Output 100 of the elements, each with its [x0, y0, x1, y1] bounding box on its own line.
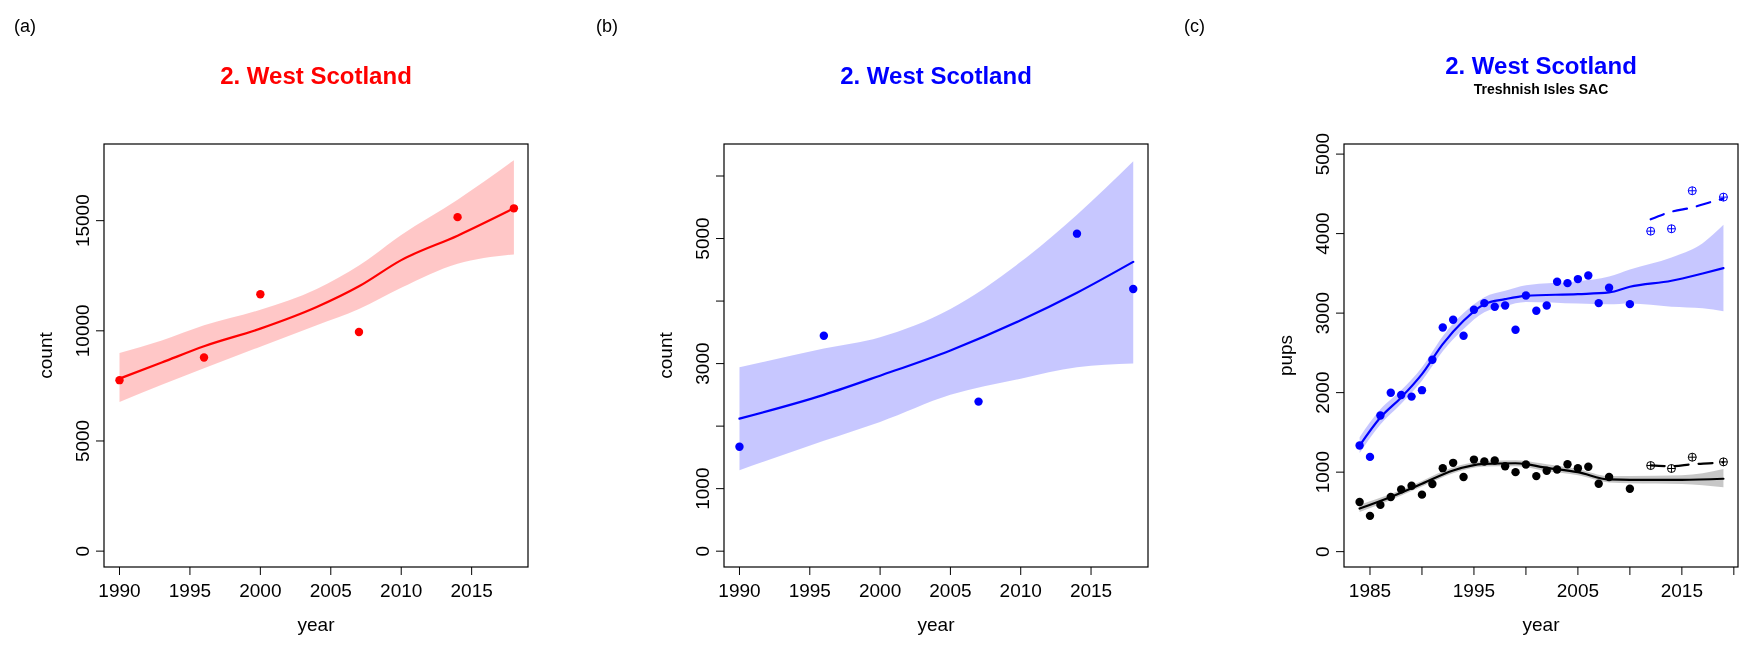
point [1521, 291, 1531, 300]
point [1396, 485, 1406, 494]
point [974, 397, 983, 406]
point [1573, 274, 1583, 284]
line-series [738, 260, 1135, 420]
point [1469, 305, 1479, 314]
point [1552, 277, 1562, 286]
point [1490, 302, 1499, 311]
x-tick-label: 2000 [858, 580, 902, 601]
y-tick-label: 1000 [692, 467, 713, 510]
text: (a) [14, 16, 36, 36]
point [1469, 455, 1479, 464]
y-tick-label: 4000 [1312, 212, 1333, 255]
x-tick-label: 1985 [1348, 580, 1392, 601]
x-tick-label: 2010 [999, 580, 1042, 601]
x-axis-title: year [1522, 614, 1561, 635]
point [1604, 472, 1614, 482]
point [1490, 456, 1499, 465]
y-tick-label: 3000 [1312, 291, 1333, 335]
x-tick-label: 1995 [1452, 580, 1496, 601]
point [1532, 306, 1541, 316]
point [1500, 301, 1510, 310]
x-tick-label: 2010 [380, 580, 423, 601]
point [1521, 460, 1531, 469]
point [509, 204, 519, 213]
point [1532, 471, 1541, 481]
y-tick-label: 0 [692, 545, 713, 557]
point [199, 353, 209, 362]
y-tick-label: 3000 [692, 342, 713, 385]
y-axis-title: count [655, 331, 676, 379]
point [1428, 355, 1437, 364]
x-axis-title: year [917, 614, 956, 635]
chart-title: 2. West Scotland [220, 62, 412, 89]
point [1604, 283, 1614, 292]
point [453, 212, 462, 222]
x-tick-label: 2015 [1069, 580, 1113, 601]
y-tick-label: 5000 [692, 217, 713, 260]
chart-subtitle: Treshnish Isles SAC [1473, 81, 1609, 97]
x-axis-title: year [297, 614, 336, 635]
x-tick-label: 1990 [718, 580, 761, 601]
x-tick-label: 2000 [239, 580, 282, 601]
point [1407, 481, 1416, 490]
point [1511, 467, 1520, 477]
point [1552, 465, 1562, 474]
y-tick-label: 10000 [72, 304, 93, 358]
point [1448, 315, 1458, 324]
point [1563, 459, 1572, 469]
point [1584, 271, 1593, 280]
point [1584, 462, 1593, 472]
point [1355, 441, 1364, 450]
point [1666, 224, 1676, 234]
text: (c) [1184, 16, 1205, 36]
point [735, 442, 744, 452]
y-tick-label: 15000 [72, 194, 93, 248]
point [1448, 458, 1458, 468]
x-tick-label: 2005 [309, 580, 352, 601]
point [1428, 479, 1437, 489]
y-tick-label: 5000 [1312, 132, 1333, 176]
point [1396, 390, 1406, 400]
point [1417, 490, 1427, 499]
point [1511, 325, 1520, 335]
point [1407, 392, 1416, 401]
y-axis-title: pups [1275, 334, 1296, 377]
point [1355, 497, 1364, 507]
point [1129, 284, 1138, 294]
x-tick-label: 2015 [450, 580, 493, 601]
point [1365, 511, 1375, 521]
point [1594, 298, 1603, 308]
point [1376, 411, 1385, 420]
x-tick-label: 2015 [1660, 580, 1703, 601]
x-tick-label: 2005 [1556, 580, 1600, 601]
x-tick-label: 2005 [929, 580, 972, 601]
point [1459, 472, 1468, 482]
point [1563, 278, 1572, 288]
point [1666, 463, 1676, 473]
point [1542, 466, 1551, 475]
y-tick-label: 5000 [72, 419, 93, 463]
point [1376, 500, 1385, 510]
point [819, 331, 829, 340]
x-tick-label: 1995 [168, 580, 212, 601]
x-tick-label: 1990 [98, 580, 141, 601]
y-tick-label: 1000 [1312, 451, 1333, 494]
point [1072, 229, 1082, 238]
y-tick-label: 2000 [1312, 371, 1333, 414]
y-axis-title: count [35, 331, 56, 379]
point [1500, 461, 1510, 471]
chart-title: 2. West Scotland [840, 62, 1032, 89]
point [1459, 331, 1468, 340]
point [1542, 301, 1551, 310]
point [1438, 323, 1447, 332]
point [256, 290, 265, 299]
point [1386, 388, 1395, 397]
point [1687, 186, 1697, 196]
point [1646, 226, 1656, 236]
point [1573, 463, 1583, 473]
point [1386, 492, 1395, 502]
point [1625, 484, 1635, 493]
chart-title: 2. West Scotland [1445, 52, 1637, 79]
point [1480, 457, 1489, 466]
x-tick-label: 1995 [788, 580, 831, 601]
